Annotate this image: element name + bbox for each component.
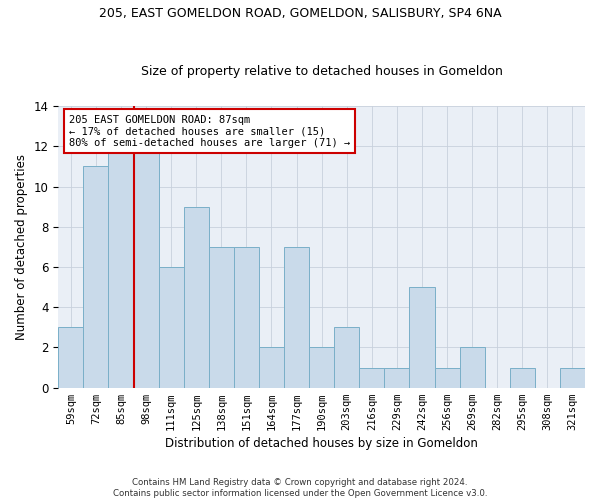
Bar — [134, 146, 158, 388]
Bar — [158, 267, 184, 388]
Text: Contains HM Land Registry data © Crown copyright and database right 2024.
Contai: Contains HM Land Registry data © Crown c… — [113, 478, 487, 498]
Bar — [234, 247, 259, 388]
Y-axis label: Number of detached properties: Number of detached properties — [15, 154, 28, 340]
Bar — [83, 166, 109, 388]
Bar — [334, 328, 359, 388]
Bar — [385, 368, 409, 388]
Title: Size of property relative to detached houses in Gomeldon: Size of property relative to detached ho… — [141, 66, 503, 78]
Bar — [58, 328, 83, 388]
Bar — [259, 348, 284, 388]
X-axis label: Distribution of detached houses by size in Gomeldon: Distribution of detached houses by size … — [165, 437, 478, 450]
Bar — [434, 368, 460, 388]
Text: 205 EAST GOMELDON ROAD: 87sqm
← 17% of detached houses are smaller (15)
80% of s: 205 EAST GOMELDON ROAD: 87sqm ← 17% of d… — [69, 114, 350, 148]
Bar — [209, 247, 234, 388]
Text: 205, EAST GOMELDON ROAD, GOMELDON, SALISBURY, SP4 6NA: 205, EAST GOMELDON ROAD, GOMELDON, SALIS… — [98, 8, 502, 20]
Bar — [359, 368, 385, 388]
Bar — [109, 146, 134, 388]
Bar — [560, 368, 585, 388]
Bar — [284, 247, 309, 388]
Bar — [460, 348, 485, 388]
Bar — [184, 206, 209, 388]
Bar — [510, 368, 535, 388]
Bar — [409, 287, 434, 388]
Bar — [309, 348, 334, 388]
